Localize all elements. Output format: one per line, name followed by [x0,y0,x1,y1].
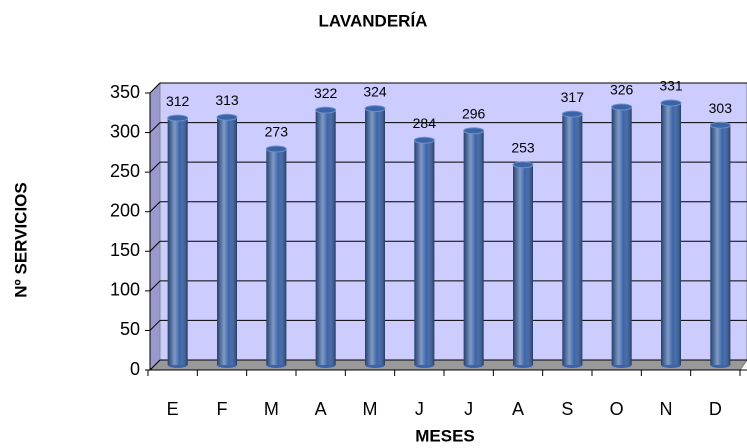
bar [413,136,435,368]
chart-title: LAVANDERÍA [319,11,428,30]
x-tick-label: N [660,399,673,419]
x-tick-label: M [363,399,378,419]
bar [709,121,731,368]
bar-top [512,161,534,169]
bar [265,145,287,368]
bar-shade [661,103,681,365]
bar-shade [562,114,583,365]
x-axis-label: MESES [415,426,475,445]
data-label: 313 [215,92,239,108]
y-tick-label: 100 [110,280,140,300]
bar [512,161,534,368]
bar-top [413,136,435,144]
data-label: 326 [610,82,634,98]
x-tick-label: O [610,399,624,419]
bar-top [216,113,238,121]
bar-shade [611,106,632,365]
bar [167,114,189,368]
bar [561,110,583,368]
x-tick-label: J [464,399,473,419]
bar-top [167,114,189,122]
y-tick-label: 0 [130,359,140,379]
bar [611,103,633,368]
bar-shade [217,117,237,365]
x-tick-label: A [512,399,524,419]
bar-top [611,103,633,111]
bar [660,99,682,368]
bar-shade [315,110,336,365]
bar [216,113,238,368]
grid-line [149,82,161,94]
bar-top [265,145,287,153]
y-tick-label: 200 [110,200,140,220]
y-tick-label: 350 [110,82,140,102]
data-label: 317 [561,89,585,105]
bar [463,127,485,368]
bar-shade [463,130,484,365]
x-tick-label: E [167,399,179,419]
bar-top [315,106,337,114]
data-label: 273 [265,124,289,140]
bar-top [709,121,731,129]
data-label: 296 [462,105,486,121]
x-tick-label: A [315,399,327,419]
grid-line [149,201,161,213]
data-label: 303 [709,100,733,116]
x-tick-label: M [264,399,279,419]
x-tick-label: J [415,399,424,419]
floor [148,359,747,371]
x-tick-label: D [709,399,722,419]
bar-top [561,110,583,118]
y-axis-label: Nº SERVICIOS [11,182,30,297]
bar-top [364,105,386,113]
bar [315,106,337,368]
bar-top [660,99,682,107]
y-tick-label: 150 [110,240,140,260]
data-label: 322 [314,85,338,101]
bar-shade [710,125,731,365]
y-tick-label: 50 [120,319,140,339]
grid-line [149,240,161,252]
data-label: 312 [166,93,190,109]
bar-shade [365,108,385,365]
data-label: 331 [659,78,683,94]
data-label: 324 [363,83,387,99]
bar-shade [266,148,287,365]
grid-line [149,359,161,371]
data-label: 284 [413,115,437,131]
y-tick-label: 300 [110,121,140,141]
grid-line [149,161,161,173]
grid-line [149,280,161,292]
bar-shade [513,164,533,365]
grid-line [149,122,161,133]
back-wall [159,82,747,361]
bar-shade [414,140,435,365]
data-label: 253 [511,139,535,155]
y-tick-label: 250 [110,161,140,181]
x-tick-label: F [217,399,228,419]
bar-top [463,127,485,135]
bar-shade [167,118,188,366]
grid-line [149,320,161,331]
x-tick-label: S [561,399,573,419]
bar [364,105,386,368]
side-wall [149,81,161,372]
